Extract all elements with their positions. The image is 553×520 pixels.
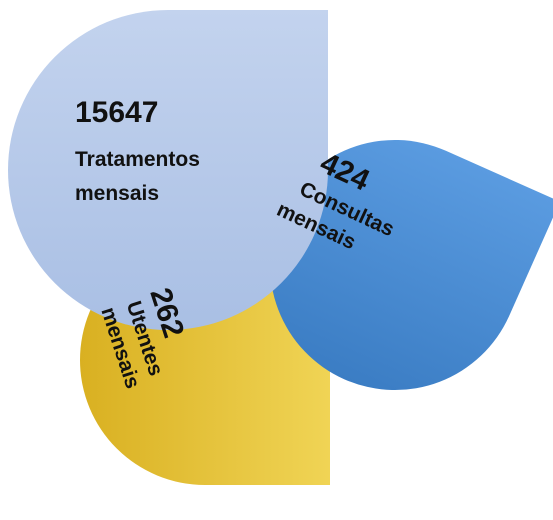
- node-label: mensais: [75, 182, 159, 205]
- node-0: 15647 Tratamentos mensais: [75, 96, 200, 205]
- node-label: Tratamentos: [75, 148, 200, 171]
- node-value: 15647: [75, 96, 158, 129]
- drop-blue: [270, 140, 553, 390]
- node-2: 262 Utentes mensais: [96, 284, 190, 391]
- drop-lightblue: [8, 10, 328, 330]
